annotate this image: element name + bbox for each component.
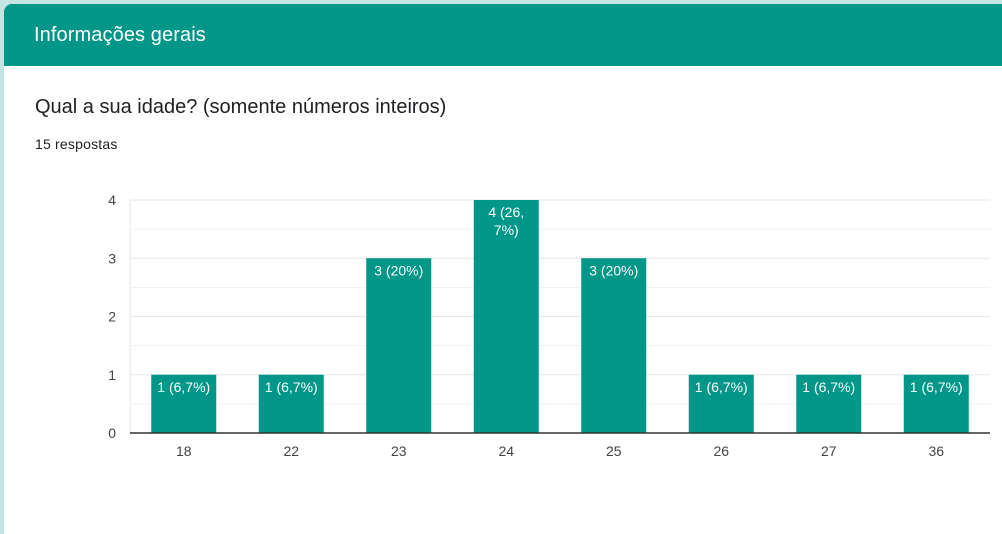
x-tick-label: 25 [606,443,622,459]
x-tick-label: 22 [283,443,299,459]
bar [473,200,539,433]
y-tick-label: 1 [108,367,116,383]
bar [796,374,862,433]
x-tick-label: 23 [391,443,407,459]
x-tick-label: 26 [713,443,729,459]
x-tick-label: 27 [821,443,837,459]
section-header: Informações gerais [4,4,1002,66]
bar-data-label: 1 (6,7%) [910,379,963,395]
x-tick-label: 24 [498,443,514,459]
bar-data-label: 7%) [494,222,519,238]
bar-data-label: 1 (6,7%) [265,379,318,395]
x-tick-label: 18 [176,443,192,459]
bar [258,374,324,433]
bar [903,374,969,433]
section-title: Informações gerais [34,23,206,46]
bar [366,258,432,433]
bar [151,374,217,433]
bar-data-label: 4 (26, [488,204,524,220]
bar [688,374,754,433]
y-tick-label: 2 [108,309,116,325]
bar-data-label: 1 (6,7%) [695,379,748,395]
bar-data-label: 1 (6,7%) [802,379,855,395]
bar-data-label: 1 (6,7%) [157,379,210,395]
y-tick-label: 4 [108,192,116,208]
bar-data-label: 3 (20%) [374,262,423,278]
question-title: Qual a sua idade? (somente números intei… [35,96,447,118]
y-tick-label: 3 [108,250,116,266]
bar-data-label: 3 (20%) [589,262,638,278]
bar [581,258,647,433]
x-tick-label: 36 [928,443,944,459]
response-card: Informações gerais Qual a sua idade? (so… [4,4,1002,534]
y-tick-label: 0 [108,425,116,441]
response-count: 15 respostas [35,136,118,152]
